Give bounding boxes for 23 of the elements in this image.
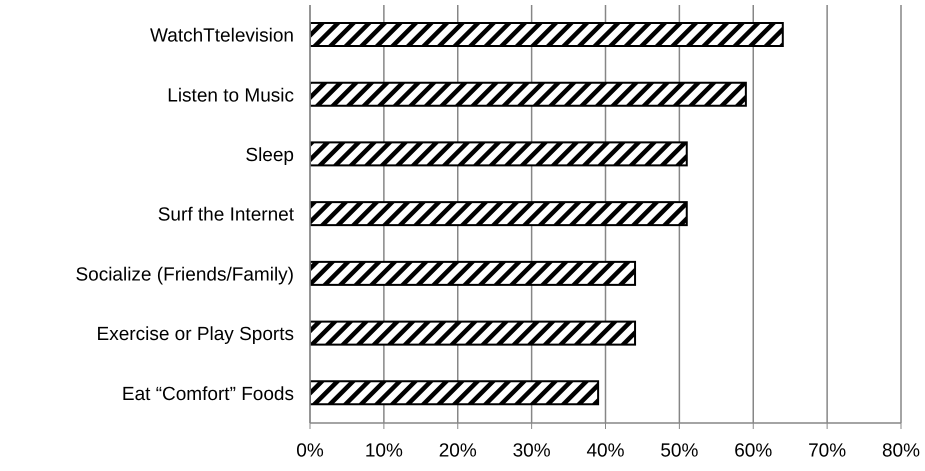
x-tick-label: 50% bbox=[660, 440, 698, 462]
x-tick-label: 80% bbox=[882, 440, 920, 462]
bar bbox=[310, 22, 784, 47]
y-tick-label: Eat “Comfort” Foods bbox=[122, 384, 294, 405]
x-tick-label: 40% bbox=[586, 440, 625, 462]
x-tick-label: 60% bbox=[734, 440, 772, 462]
y-tick-label: Exercise or Play Sports bbox=[96, 324, 294, 346]
bar bbox=[310, 201, 688, 226]
x-tick-label: 30% bbox=[512, 440, 551, 462]
x-tick-label: 0% bbox=[296, 440, 324, 462]
y-tick-label: Sleep bbox=[245, 145, 294, 166]
x-tick-label: 10% bbox=[364, 440, 403, 462]
x-tick-label: 70% bbox=[808, 440, 846, 462]
bar bbox=[310, 141, 688, 166]
y-tick-label: Socialize (Friends/Family) bbox=[75, 264, 294, 286]
y-tick-label: Surf the Internet bbox=[158, 204, 295, 226]
bar bbox=[310, 320, 636, 346]
bar bbox=[310, 82, 747, 107]
bar bbox=[310, 380, 600, 406]
y-tick-label: WatchTtelevision bbox=[150, 26, 294, 47]
x-tick-label: 20% bbox=[438, 440, 477, 462]
bar bbox=[310, 260, 636, 286]
y-tick-label: Listen to Music bbox=[167, 85, 294, 106]
